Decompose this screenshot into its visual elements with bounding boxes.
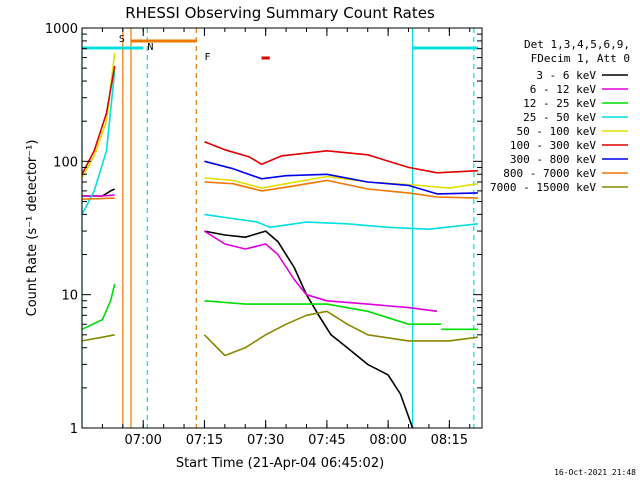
plot-frame [81,27,483,429]
series-line-8-segment-0 [81,334,115,342]
legend-label-7: 800 - 7000 keV [503,167,596,180]
series-line-5-segment-1 [204,141,478,174]
series-line-1-segment-0 [82,194,115,197]
plot-area: S N F [81,28,479,429]
y-axis: 1 10 100 1000 [45,22,482,437]
x-axis-label: Start Time (21-Apr-04 06:45:02) [176,456,384,471]
series-line-7-segment-0 [81,197,115,200]
x-tick-label-5: 08:15 [431,433,468,448]
series-line-8-segment-1 [203,310,479,357]
series-line-3-segment-1 [204,213,478,230]
legend-label-4: 50 - 100 keV [517,125,597,138]
flag-label-f: F [205,52,211,63]
legend-label-1: 6 - 12 keV [530,83,597,96]
legend-label-2: 12 - 25 keV [523,97,596,110]
flag-label-s: S [119,34,125,45]
y-tick-label-0: 1 [70,422,78,437]
y-tick-label-1: 10 [61,289,78,304]
series-line-1-segment-1 [203,230,438,313]
legend-header-1: FDecim 1, Att 0 [531,52,630,65]
flag-label-n: N [147,42,153,53]
x-tick-label-3: 07:45 [308,433,345,448]
x-tick-label-2: 07:30 [247,433,284,448]
y-axis-label: Count Rate (s⁻¹ detector⁻¹) [25,140,40,317]
series-line-4-segment-1 [204,175,479,189]
legend-label-8: 7000 - 15000 keV [490,181,596,194]
series-line-5-segment-0 [81,65,116,175]
series-line-0-segment-1 [204,230,414,429]
x-tick-label-4: 08:00 [369,433,406,448]
y-tick-label-2: 100 [53,155,78,170]
x-axis: 07:00 07:15 07:30 07:45 08:00 08:15 [81,28,471,448]
legend-label-6: 300 - 800 keV [510,153,596,166]
x-tick-label-1: 07:15 [186,433,223,448]
legend-label-0: 3 - 6 keV [536,69,596,82]
legend: Det 1,3,4,5,6,9,FDecim 1, Att 0 3 - 6 keV… [490,38,630,194]
series-line-3-segment-0 [81,70,116,215]
series-line-2-segment-0 [81,283,116,331]
series-line-7-segment-1 [204,179,478,199]
x-tick-label-0: 07:00 [124,433,161,448]
legend-label-3: 25 - 50 keV [523,111,596,124]
legend-label-5: 100 - 300 keV [510,139,596,152]
series-line-6-segment-0 [204,160,478,195]
timestamp: 16-Oct-2021 21:48 [554,468,636,477]
series-line-2-segment-1 [204,300,442,326]
y-tick-label-3: 1000 [45,22,78,37]
legend-header-0: Det 1,3,4,5,6,9, [524,38,630,51]
chart-title: RHESSI Observing Summary Count Rates [125,4,435,22]
